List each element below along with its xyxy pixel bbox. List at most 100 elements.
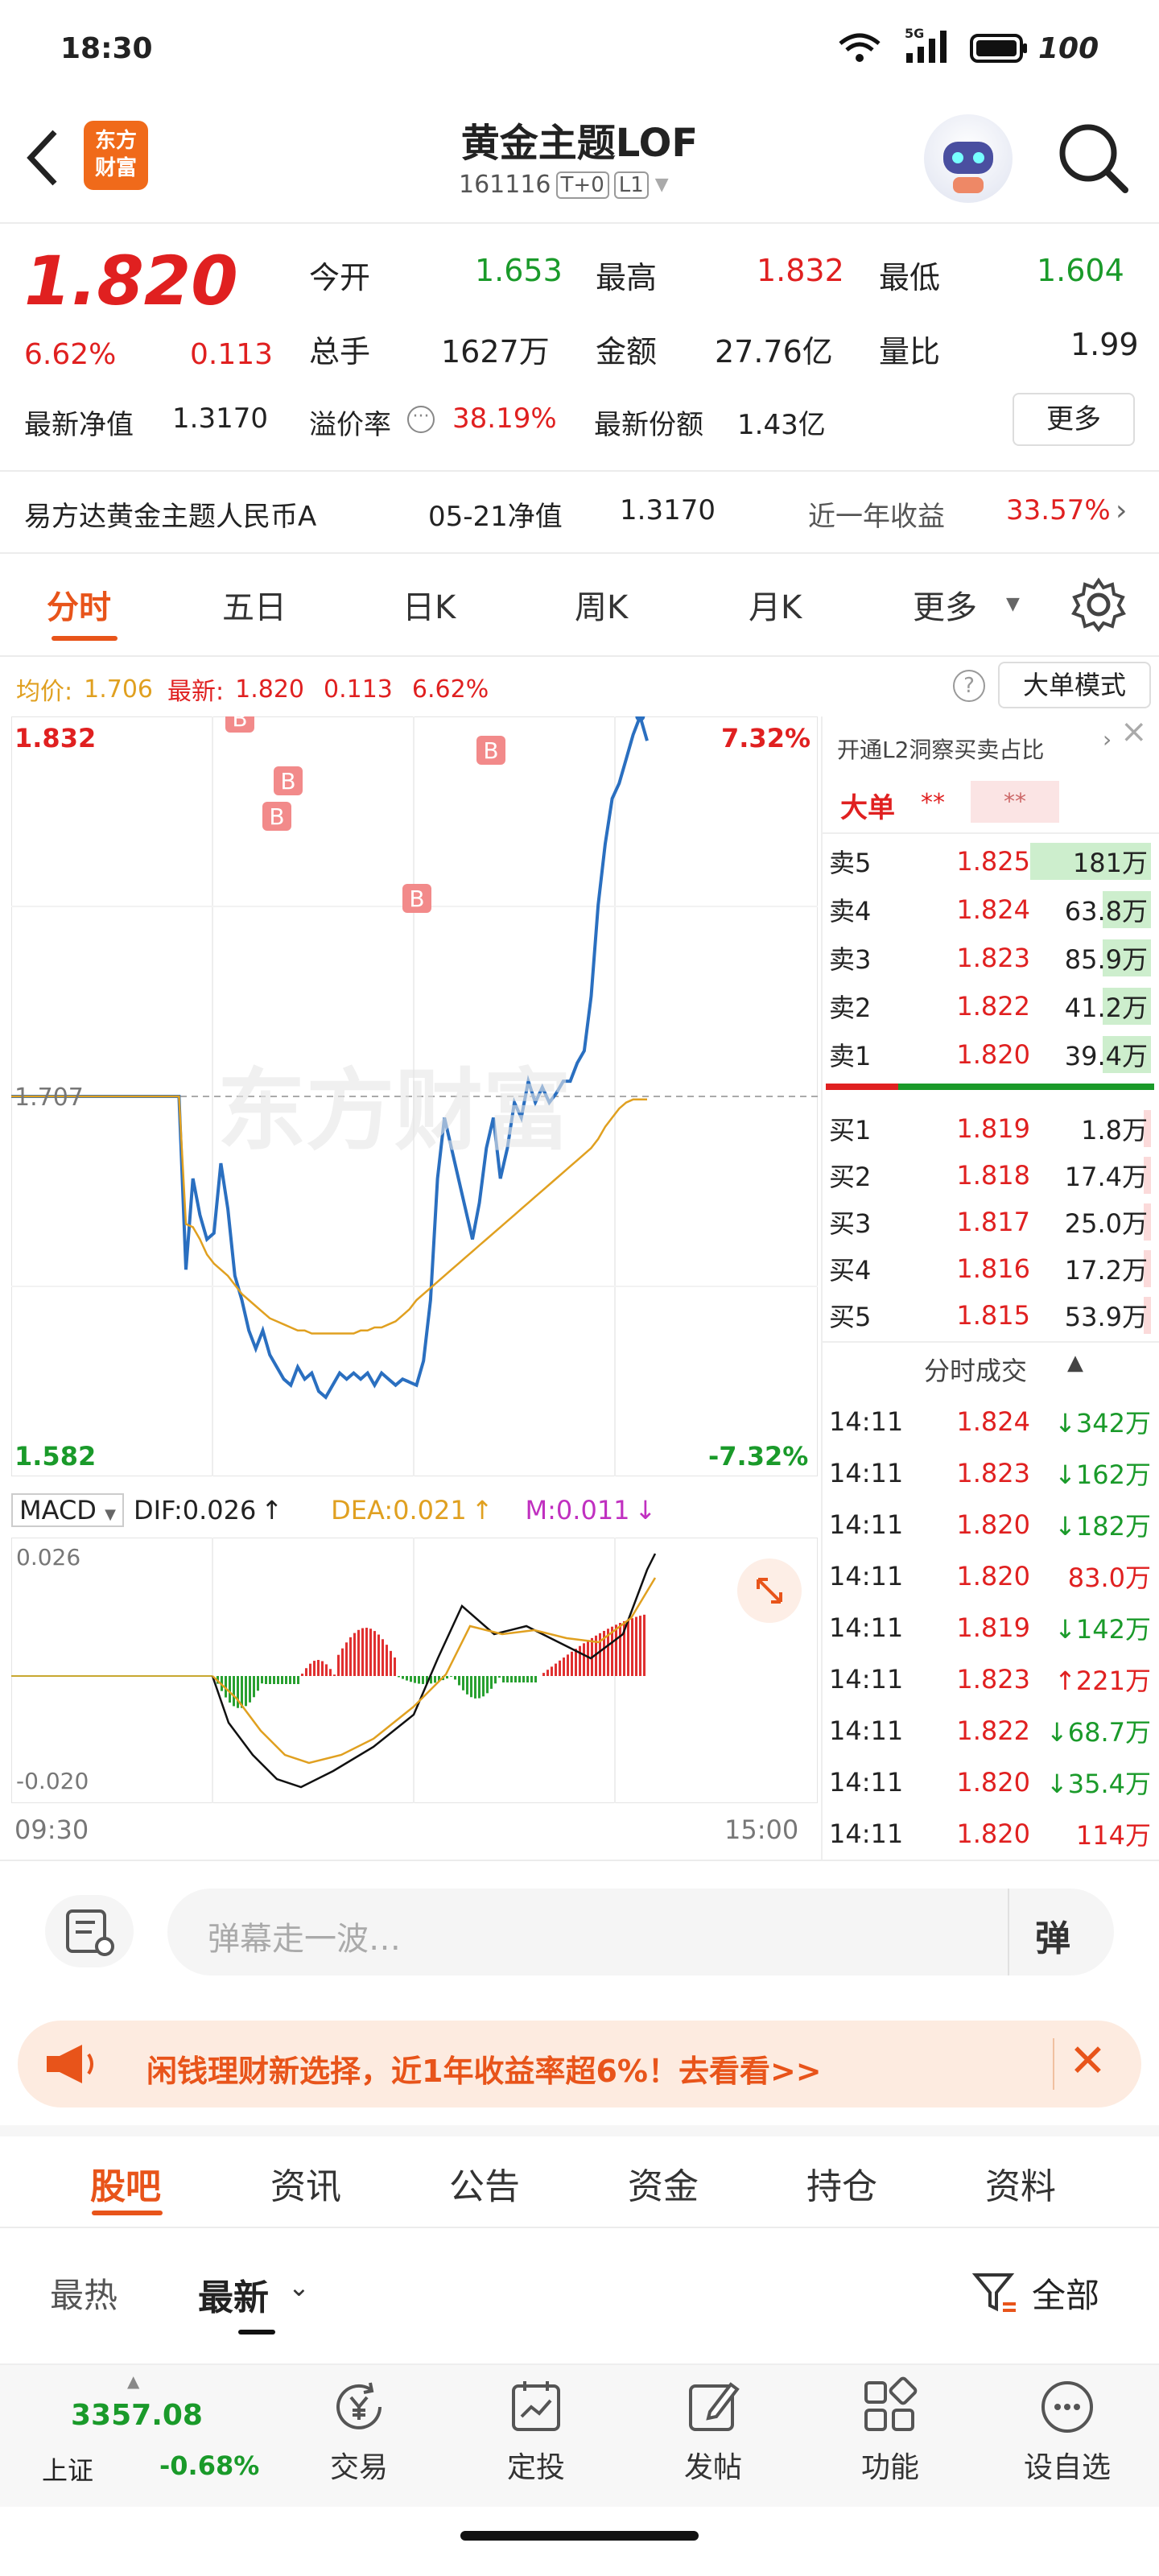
tick-volume: ↓142万	[1054, 1614, 1151, 1645]
macd-bar	[265, 1676, 267, 1684]
nav-add-watchlist[interactable]: 设自选	[987, 2375, 1148, 2486]
macd-bar	[522, 1676, 525, 1682]
tick-row: 14:11 1.820 ↓35.4万	[821, 1757, 1159, 1808]
macd-bar	[547, 1670, 549, 1676]
tab-announcements[interactable]: 公告	[449, 2166, 520, 2207]
chart-bottom-price: 1.582	[14, 1441, 97, 1472]
caret-down-icon[interactable]: ▼	[654, 175, 669, 195]
macd-chart	[11, 1538, 818, 1803]
promo-divider	[1053, 2038, 1054, 2090]
news-doc-icon[interactable]	[45, 1895, 134, 1967]
macd-bar	[281, 1676, 283, 1684]
tab-daily-k[interactable]: 日K	[402, 589, 456, 626]
filter-funnel-icon[interactable]	[971, 2268, 1019, 2320]
promo-banner[interactable]: 闲钱理财新选择，近1年收益率超6%！去看看>> ✕	[18, 2021, 1141, 2107]
danmu-toggle-icon[interactable]: 弹	[1035, 1918, 1070, 1959]
comment-input[interactable]: 弹幕走一波… 弹	[167, 1889, 1114, 1975]
orderbook-divider	[821, 716, 823, 1860]
nav-trade[interactable]: 交易	[278, 2375, 439, 2486]
macd-bar	[337, 1654, 340, 1676]
promo-text: 闲钱理财新选择，近1年收益率超6%！去看看>>	[146, 2054, 822, 2089]
macd-bar	[526, 1676, 529, 1682]
tick-price: 1.820	[956, 1767, 1030, 1798]
nav-auto-invest[interactable]: 定投	[456, 2375, 617, 2486]
robot-avatar-icon[interactable]	[924, 114, 1013, 203]
macd-bar	[631, 1618, 633, 1676]
ticks-header[interactable]: 分时成交	[924, 1356, 1028, 1386]
tab-holdings[interactable]: 持仓	[806, 2166, 877, 2207]
level-badge[interactable]: L1	[613, 171, 649, 199]
tick-row: 14:11 1.824 ↓342万	[821, 1396, 1159, 1447]
filter-hot[interactable]: 最热	[50, 2276, 118, 2315]
bid-volume: 25.0万	[1030, 1203, 1151, 1241]
amount-label: 金额	[596, 334, 658, 369]
macd-bar	[382, 1639, 384, 1676]
search-icon[interactable]	[1054, 119, 1132, 200]
index-value[interactable]: 3357.08	[71, 2399, 203, 2432]
nav-auto-invest-label: 定投	[506, 2451, 565, 2484]
macd-bar	[406, 1676, 408, 1681]
macd-select[interactable]: MACD ▼	[11, 1493, 124, 1527]
expand-icon[interactable]	[737, 1558, 802, 1623]
ask-label: 卖3	[829, 944, 872, 975]
filter-latest[interactable]: 最新	[198, 2277, 269, 2318]
help-icon[interactable]: ?	[953, 670, 985, 702]
back-icon[interactable]	[23, 127, 63, 192]
chevron-right-icon[interactable]: ›	[1116, 494, 1128, 527]
nav-post-label: 发帖	[683, 2451, 742, 2484]
macd-bar	[225, 1676, 227, 1698]
ask-row: 卖1 1.820 39.4万	[821, 1030, 1159, 1079]
ticks-caret-up-icon[interactable]: ▲	[1067, 1351, 1083, 1375]
tab-more-caret-icon[interactable]: ▼	[1006, 594, 1020, 614]
macd-bar	[245, 1676, 247, 1707]
tab-guba[interactable]: 股吧	[90, 2166, 161, 2207]
macd-bar	[474, 1676, 476, 1699]
more-button[interactable]: 更多	[1013, 393, 1135, 446]
fund-name[interactable]: 易方达黄金主题人民币A	[24, 501, 317, 533]
yield-value: 33.57%	[1006, 494, 1111, 526]
macd-dea-line	[212, 1577, 657, 1765]
tab-funds[interactable]: 资金	[628, 2166, 699, 2207]
ask-price: 1.820	[956, 1039, 1030, 1070]
tick-volume: ↑221万	[1054, 1666, 1151, 1696]
post-edit-icon	[681, 2375, 745, 2439]
tab-five-day[interactable]: 五日	[222, 589, 287, 626]
close-promo-icon[interactable]: ✕	[1069, 2035, 1107, 2087]
filter-all[interactable]: 全部	[1032, 2276, 1100, 2315]
ask-price: 1.825	[956, 846, 1030, 877]
macd-dif: DIF:0.026	[133, 1495, 257, 1525]
macd-bar	[458, 1676, 460, 1686]
tab-news[interactable]: 资讯	[270, 2166, 341, 2207]
tab-weekly-k[interactable]: 周K	[575, 589, 629, 626]
buy-marker-icon: B	[476, 736, 505, 765]
battery-level: 100	[1038, 32, 1099, 65]
latest-label: 最新:	[167, 678, 225, 706]
filter-latest-chevron-icon[interactable]: ⌄	[288, 2272, 310, 2302]
bid-label: 买5	[829, 1302, 872, 1332]
big-order-mode-button[interactable]: 大单模式	[998, 662, 1151, 708]
tab-profile[interactable]: 资料	[985, 2166, 1056, 2207]
tab-more[interactable]: 更多	[913, 589, 977, 626]
open-label: 今开	[309, 260, 371, 295]
bid-price: 1.816	[956, 1253, 1030, 1284]
nav-value: 1.3170	[172, 402, 268, 435]
orderbook-header-chevron-icon[interactable]: ›	[1103, 726, 1112, 753]
settings-gear-icon[interactable]	[1070, 576, 1127, 636]
comment-divider	[1008, 1889, 1009, 1975]
tab-intraday[interactable]: 分时	[47, 589, 111, 626]
macd-bar	[321, 1661, 324, 1676]
more-info-icon[interactable]: ···	[407, 406, 435, 433]
orderbook-header[interactable]: 开通L2洞察买卖占比	[837, 737, 1045, 763]
tick-time: 14:11	[829, 1818, 904, 1849]
macd-bar	[426, 1676, 428, 1684]
intraday-chart[interactable]: SSSSSSSBBBBBBB	[11, 716, 818, 1476]
tab-monthly-k[interactable]: 月K	[749, 589, 802, 626]
nav-functions[interactable]: 功能	[810, 2375, 971, 2486]
nav-post[interactable]: 发帖	[633, 2375, 794, 2486]
macd-bar	[273, 1676, 275, 1684]
macd-bar	[341, 1648, 344, 1676]
high-value: 1.832	[757, 253, 844, 288]
bid-volume: 53.9万	[1030, 1297, 1151, 1334]
close-orderbook-icon[interactable]: ×	[1120, 713, 1148, 750]
macd-bar	[261, 1676, 263, 1684]
